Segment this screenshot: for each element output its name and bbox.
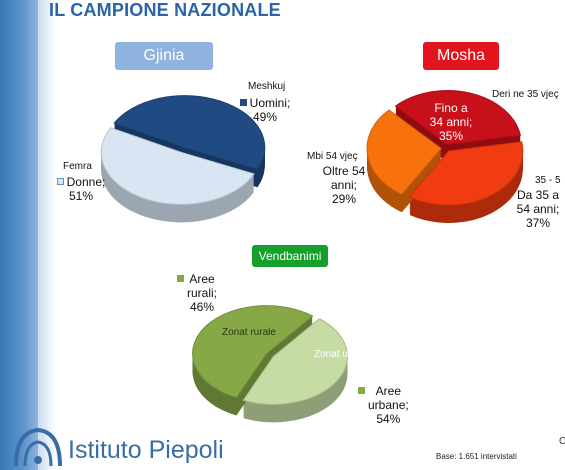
residence-slice-1-side xyxy=(192,308,313,401)
residence-slice-0-side xyxy=(243,331,348,418)
age-old-label: Oltre 54 anni; 29% xyxy=(311,164,377,206)
gender-female-swatch xyxy=(56,178,64,185)
gender-slice-1-side xyxy=(101,130,254,208)
residence-chart-title: Vendbanimi xyxy=(252,245,328,267)
res-rural-label: Aree rurali; 46% xyxy=(177,272,217,314)
residence-slice-1-side xyxy=(192,309,313,402)
res-urban-label: Aree urbane; 54% xyxy=(358,384,409,426)
gender-slice-1-side xyxy=(101,134,254,212)
gender-female-title: Femra xyxy=(63,161,92,172)
residence-slice-0-side xyxy=(243,330,348,417)
residence-slice-0-side xyxy=(243,332,348,419)
gender-slice-1-side xyxy=(101,138,254,216)
gender-male-swatch xyxy=(239,99,247,106)
residence-slice-1-side xyxy=(192,310,313,403)
gender-slice-1 xyxy=(100,127,255,205)
gender-slice-1-side xyxy=(101,131,254,209)
gender-female-value: Donne; 51% xyxy=(66,175,106,203)
age-middle-value: Da 35 a 54 anni; 37% xyxy=(516,188,560,230)
gender-slice-1-side xyxy=(101,137,254,215)
sidebar-band xyxy=(0,0,38,470)
gender-slice-1-side xyxy=(101,144,254,222)
residence-slice-0-side xyxy=(243,329,348,416)
res-rural-swatch xyxy=(177,275,184,282)
base-note: Base: 1.651 intervistati xyxy=(436,452,517,461)
age-chart-title: Mosha xyxy=(423,42,499,70)
age-old-title: Mbi 54 vjeç xyxy=(307,151,358,162)
gender-slice-1-side xyxy=(101,142,254,220)
age-middle-label: Da 35 a 54 anni; 37% xyxy=(506,188,565,230)
gender-slice-1-side xyxy=(101,136,254,214)
age-young-label: Fino a 34 anni; 35% xyxy=(419,101,483,143)
res-rural-value: Aree rurali; 46% xyxy=(187,272,218,314)
logo-text: Istituto Piepoli xyxy=(68,436,224,464)
age-old-value: Oltre 54 anni; 29% xyxy=(322,164,366,206)
gender-slice-1-side xyxy=(101,129,254,207)
piepoli-logo-icon xyxy=(14,427,62,467)
age-young-value: Fino a 34 anni; 35% xyxy=(429,101,473,143)
corner-mark: C xyxy=(559,436,565,447)
gender-male-value: Uomini; 49% xyxy=(249,96,291,124)
res-rural-title: Zonat rurale xyxy=(222,327,276,338)
gender-female-label: Donne; 51% xyxy=(50,175,112,203)
res-urban-swatch xyxy=(358,387,365,394)
age-young-title: Deri ne 35 vjeç xyxy=(492,89,559,100)
residence-slice-1 xyxy=(192,305,314,399)
gender-slice-1-side xyxy=(101,143,254,221)
res-urban-value: Aree urbane; 54% xyxy=(368,384,409,426)
gender-slice-0-side xyxy=(114,113,265,188)
gender-male-label: Uomini; 49% xyxy=(234,96,296,124)
gender-slice-1-side xyxy=(101,141,254,219)
gender-slice-1-side xyxy=(101,140,254,218)
gender-slice-1-side xyxy=(101,128,254,206)
gender-slice-1-side xyxy=(101,139,254,217)
gender-slice-1-side xyxy=(101,145,254,223)
gender-chart-title: Gjinia xyxy=(115,42,213,70)
page-title: IL CAMPIONE NAZIONALE xyxy=(49,0,281,20)
residence-slice-0-side xyxy=(243,328,348,415)
gender-male-title: Meshkuj xyxy=(248,81,286,92)
res-urban-title: Zonat urbane xyxy=(314,349,374,360)
sidebar-fade xyxy=(38,0,56,470)
gender-slice-1-side xyxy=(101,132,254,210)
residence-slice-1-side xyxy=(192,307,313,400)
residence-slice-1-side xyxy=(192,306,313,399)
age-middle-title: 35 - 5 xyxy=(535,175,561,186)
gender-slice-1-side xyxy=(101,135,254,213)
gender-slice-1-side xyxy=(101,133,254,211)
residence-slice-0-side xyxy=(243,327,348,414)
residence-slice-0-side xyxy=(243,333,348,420)
residence-pie xyxy=(192,305,348,423)
